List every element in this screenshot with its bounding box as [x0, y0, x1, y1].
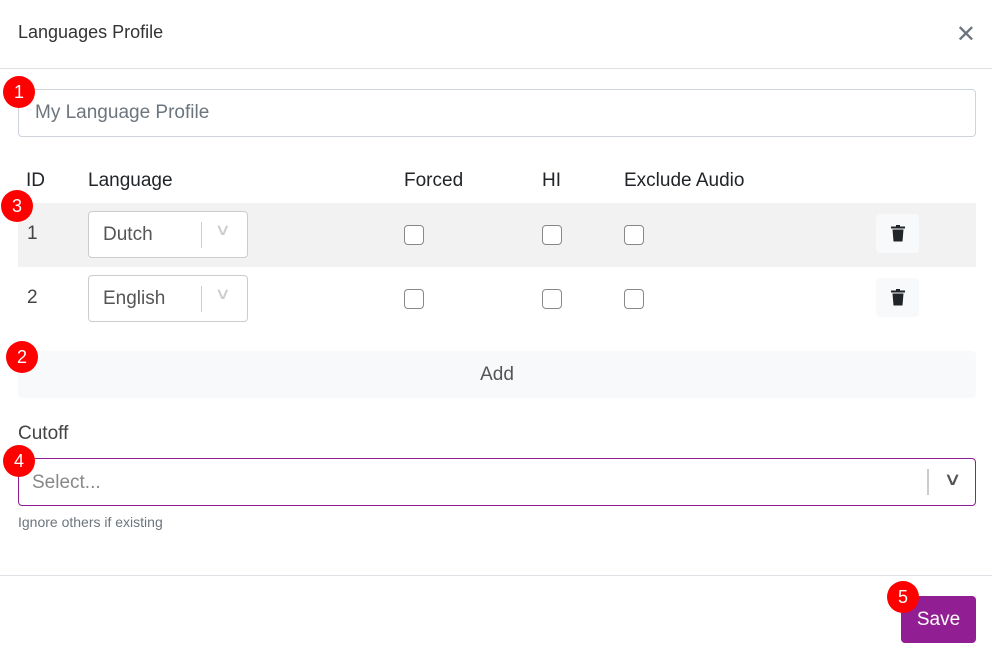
forced-checkbox[interactable]: [404, 225, 424, 245]
modal-footer-divider: [0, 575, 992, 576]
hi-checkbox[interactable]: [542, 289, 562, 309]
chevron-down-icon[interactable]: ∨: [943, 469, 962, 489]
annotation-badge: 3: [1, 190, 33, 222]
cutoff-label: Cutoff: [18, 423, 69, 444]
modal-title: Languages Profile: [18, 22, 164, 42]
close-icon[interactable]: ✕: [955, 21, 976, 48]
trash-icon: [890, 289, 905, 306]
exclude-audio-checkbox[interactable]: [624, 225, 644, 245]
cutoff-select[interactable]: Select... ∨: [18, 458, 976, 506]
add-language-button[interactable]: Add: [18, 351, 976, 398]
annotation-badge: 1: [3, 76, 35, 108]
row-id: 1: [27, 223, 38, 244]
header-exclude-audio: Exclude Audio: [624, 170, 745, 191]
annotation-badge: 4: [3, 445, 35, 477]
delete-button[interactable]: [876, 278, 919, 317]
divider: [927, 469, 929, 495]
profile-name-input[interactable]: [18, 89, 976, 137]
language-select[interactable]: Dutch ∨: [88, 211, 248, 258]
cutoff-help-text: Ignore others if existing: [18, 514, 163, 530]
header-id: ID: [26, 170, 45, 191]
hi-checkbox[interactable]: [542, 225, 562, 245]
divider: [201, 286, 202, 312]
header-forced: Forced: [404, 170, 464, 191]
chevron-down-icon[interactable]: ∨: [214, 286, 232, 303]
header-hi: HI: [542, 170, 561, 191]
forced-checkbox[interactable]: [404, 289, 424, 309]
table-row: 1 Dutch ∨: [18, 203, 976, 267]
exclude-audio-checkbox[interactable]: [624, 289, 644, 309]
language-select[interactable]: English ∨: [88, 275, 248, 322]
modal-header: Languages Profile ✕: [0, 0, 992, 69]
divider: [201, 222, 202, 248]
annotation-badge: 2: [6, 341, 38, 373]
table-row: 2 English ∨: [18, 267, 976, 331]
header-language: Language: [88, 170, 173, 191]
trash-icon: [890, 225, 905, 242]
chevron-down-icon[interactable]: ∨: [214, 222, 232, 239]
language-value: English: [103, 288, 166, 309]
cutoff-placeholder: Select...: [32, 472, 101, 493]
annotation-badge: 5: [887, 581, 919, 613]
delete-button[interactable]: [876, 214, 919, 253]
row-id: 2: [27, 287, 38, 308]
language-value: Dutch: [103, 224, 153, 245]
